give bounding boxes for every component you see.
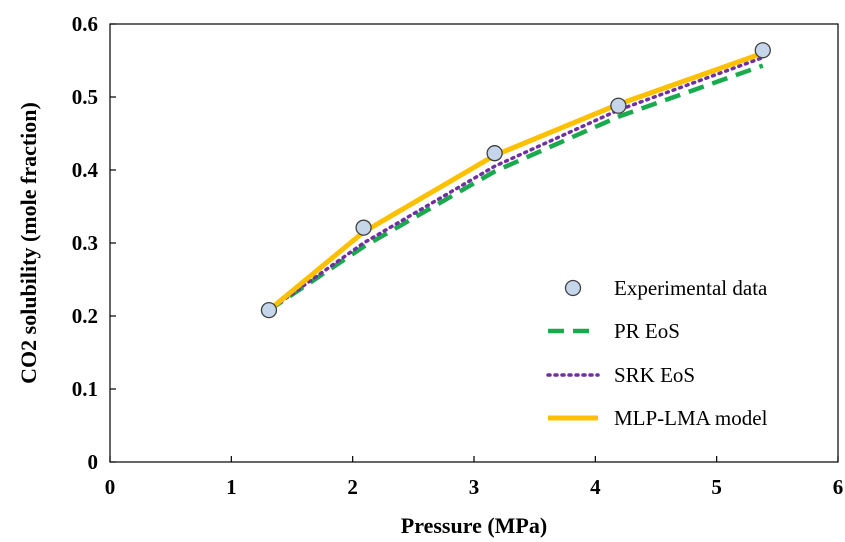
x-tick-label: 6 [833, 475, 844, 499]
legend-experimental-data-symbol [564, 279, 582, 297]
x-axis-title: Pressure (MPa) [401, 513, 547, 538]
y-tick-label: 0.3 [72, 231, 98, 255]
x-tick-label: 3 [469, 475, 480, 499]
y-tick-label: 0.4 [72, 158, 99, 182]
legend-mlp-lma-model-label: MLP-LMA model [614, 406, 768, 430]
legend-experimental-data-label: Experimental data [614, 276, 768, 300]
x-tick-label: 2 [347, 475, 358, 499]
x-tick-label: 4 [590, 475, 601, 499]
y-tick-label: 0.2 [72, 304, 98, 328]
y-tick-label: 0.1 [72, 377, 98, 401]
experimental-data-point [754, 42, 771, 59]
experimental-data-point [260, 302, 278, 319]
y-axis-title: CO2 solubility (mole fraction) [16, 102, 41, 384]
pr-eos-line [267, 63, 764, 313]
srk-eos-line [267, 55, 765, 312]
y-tick-label: 0.5 [72, 85, 98, 109]
y-tick-label: 0.6 [72, 12, 98, 36]
x-tick-label: 0 [105, 475, 116, 499]
y-tick-label: 0 [88, 450, 99, 474]
legend-pr-eos-label: PR EoS [614, 319, 680, 343]
experimental-data-point [610, 97, 627, 114]
series-layer [260, 42, 771, 319]
y-axis-ticks: 0 0.1 0.2 0.3 0.4 0.5 0.6 [72, 12, 116, 474]
legend-srk-eos-label: SRK EoS [614, 363, 695, 387]
experimental-data-point [355, 219, 372, 236]
x-tick-label: 5 [711, 475, 722, 499]
legend: Experimental data PR EoS SRK EoS MLP-LMA mo… [546, 276, 768, 430]
x-tick-label: 1 [226, 475, 237, 499]
x-axis-ticks: 0 1 2 3 4 5 6 [105, 456, 844, 499]
experimental-data-point [486, 145, 503, 162]
plot-frame [109, 23, 839, 463]
